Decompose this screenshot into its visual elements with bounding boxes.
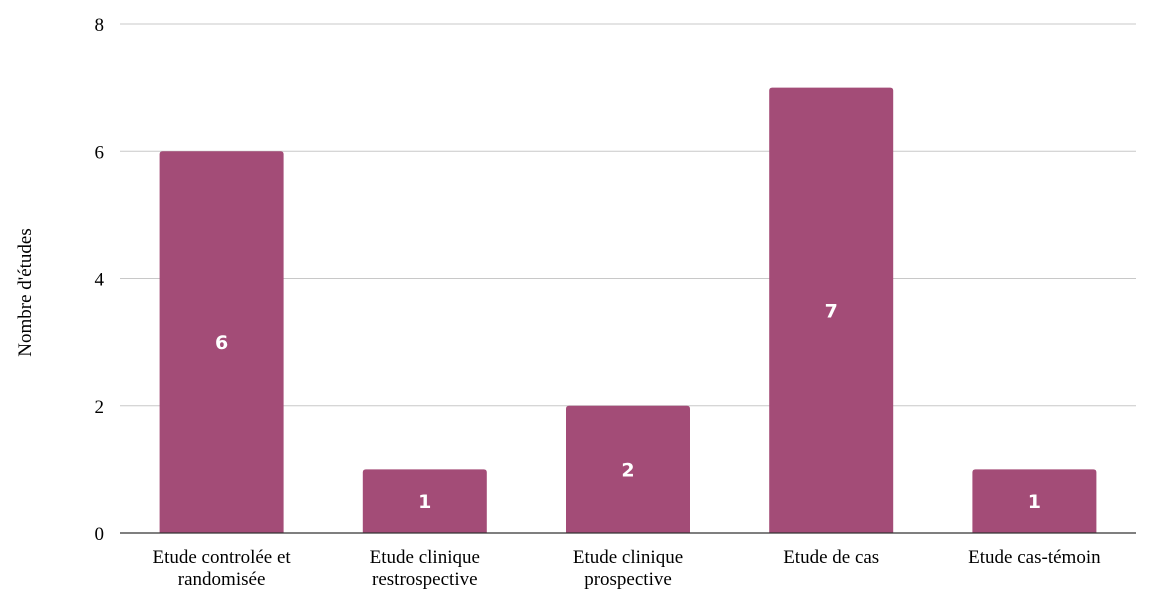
bar-value-label: 2 [621, 459, 634, 481]
x-axis-categories: Etude controlée et randomisée Etude cliniq… [152, 547, 1101, 590]
bar [566, 405, 690, 533]
bar-value-label: 7 [825, 300, 838, 322]
bars [159, 87, 1097, 533]
bar [769, 87, 894, 533]
y-tick-label: 6 [95, 142, 105, 163]
y-axis-ticks: 0 2 4 6 8 [95, 15, 105, 545]
y-tick-label: 8 [95, 15, 105, 36]
bar [159, 151, 284, 533]
y-tick-label: 0 [95, 524, 105, 545]
bar [362, 469, 487, 533]
bar [972, 469, 1097, 533]
y-tick-label: 4 [95, 270, 105, 291]
y-axis-title: Nombre d'études [15, 228, 36, 356]
x-category-label: Etude cas-témoin [968, 547, 1101, 568]
bar-value-label: 1 [418, 491, 431, 513]
bar-value-label: 6 [215, 332, 228, 354]
data-labels: 6 1 2 7 1 [215, 300, 1041, 513]
bar-value-label: 1 [1028, 491, 1041, 513]
x-category-label: Etude de cas [783, 547, 879, 568]
x-category-label: Etude controlée et randomisée [152, 547, 291, 590]
x-category-label: Etude clinique prospective [573, 547, 683, 590]
x-category-label: Etude clinique restrospective [370, 547, 480, 590]
y-tick-label: 2 [95, 397, 105, 418]
